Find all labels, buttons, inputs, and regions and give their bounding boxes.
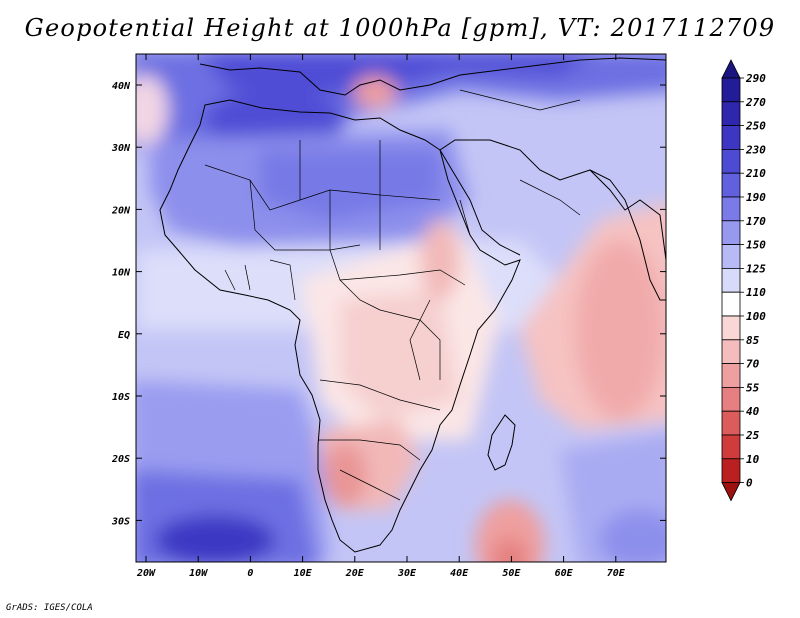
map-frame [135,53,667,563]
colorbar-segment [721,148,741,174]
colorbar-label: 25 [745,429,760,442]
colorbar-segment [721,315,741,341]
colorbar-label: 190 [746,191,766,204]
lat-label: 20S [111,454,130,465]
madagascar [487,414,516,471]
colorbar-label: 70 [746,358,760,371]
colorbar-label: 125 [746,262,766,275]
colorbar-label: 100 [746,310,766,323]
lon-axis: 20W 10W 0 10E 20E 30E 40E 50E 60E 70E [136,54,626,579]
lon-label: 60E [555,568,574,579]
lat-label: 10S [112,392,130,403]
colorbar-segment [721,267,741,293]
colorbar-label: 85 [746,334,760,347]
europe-coast [199,57,666,96]
lat-label: 40N [112,81,131,92]
grads-credit: GrADS: IGES/COLA [6,603,93,613]
lat-label: 30S [111,516,130,527]
colorbar-segment [721,386,741,412]
coastlines [159,57,666,553]
colorbar-segment [721,220,741,246]
colorbar-label: 170 [746,215,766,228]
colorbar-label: 55 [746,381,760,394]
arabia-coast [439,139,666,261]
colorbar-segment [721,434,741,460]
colorbar-segment [721,410,741,436]
colorbar: 2902702502302101901701501251101008570554… [721,59,766,502]
colorbar-label: 150 [746,239,766,252]
colorbar-segment [721,172,741,198]
colorbar-segment [721,244,741,269]
colorbar-segment [721,196,741,222]
lon-label: 50E [502,568,521,579]
colorbar-label: 250 [745,120,766,133]
colorbar-label: 40 [746,405,760,418]
lat-label: EQ [118,330,130,341]
colorbar-top-arrow [721,59,741,79]
lon-label: 70E [607,568,626,579]
lon-label: 30E [397,568,417,579]
colorbar-label: 270 [745,96,766,109]
lon-label: 20E [345,568,365,579]
map-panel [136,54,666,562]
colorbar-bottom-arrow [721,482,741,502]
colorbar-segment [721,291,741,317]
colorbar-segment [721,363,741,388]
colorbar-segment [721,125,741,150]
lon-label: 40E [450,568,469,579]
lat-axis: 40N 30N 20N 10N EQ 10S 20S 30S [111,81,666,527]
lon-label: 10E [294,568,313,579]
red-sea [439,149,521,256]
colorbar-label: 230 [745,143,766,156]
colorbar-segment [721,101,741,127]
lon-label: 0 [247,568,253,579]
africa-coastline [159,99,521,553]
colorbar-label: 0 [746,477,753,490]
height-field [136,54,666,562]
colorbar-segment [721,77,741,103]
colorbar-label: 110 [746,286,766,299]
lon-label: 10W [189,568,208,579]
india-coast [589,169,666,301]
chart-title: Geopotential Height at 1000hPa [gpm], VT… [24,14,776,42]
colorbar-label: 210 [745,167,766,180]
lat-label: 10N [112,268,131,279]
colorbar-segment [721,458,741,483]
colorbar-label: 10 [746,453,760,466]
colorbar-label: 290 [745,72,766,85]
lon-label: 20W [136,568,156,579]
lat-label: 20N [111,205,131,216]
colorbar-segment [721,339,741,364]
country-borders [204,89,581,501]
lat-label: 30N [111,143,131,154]
